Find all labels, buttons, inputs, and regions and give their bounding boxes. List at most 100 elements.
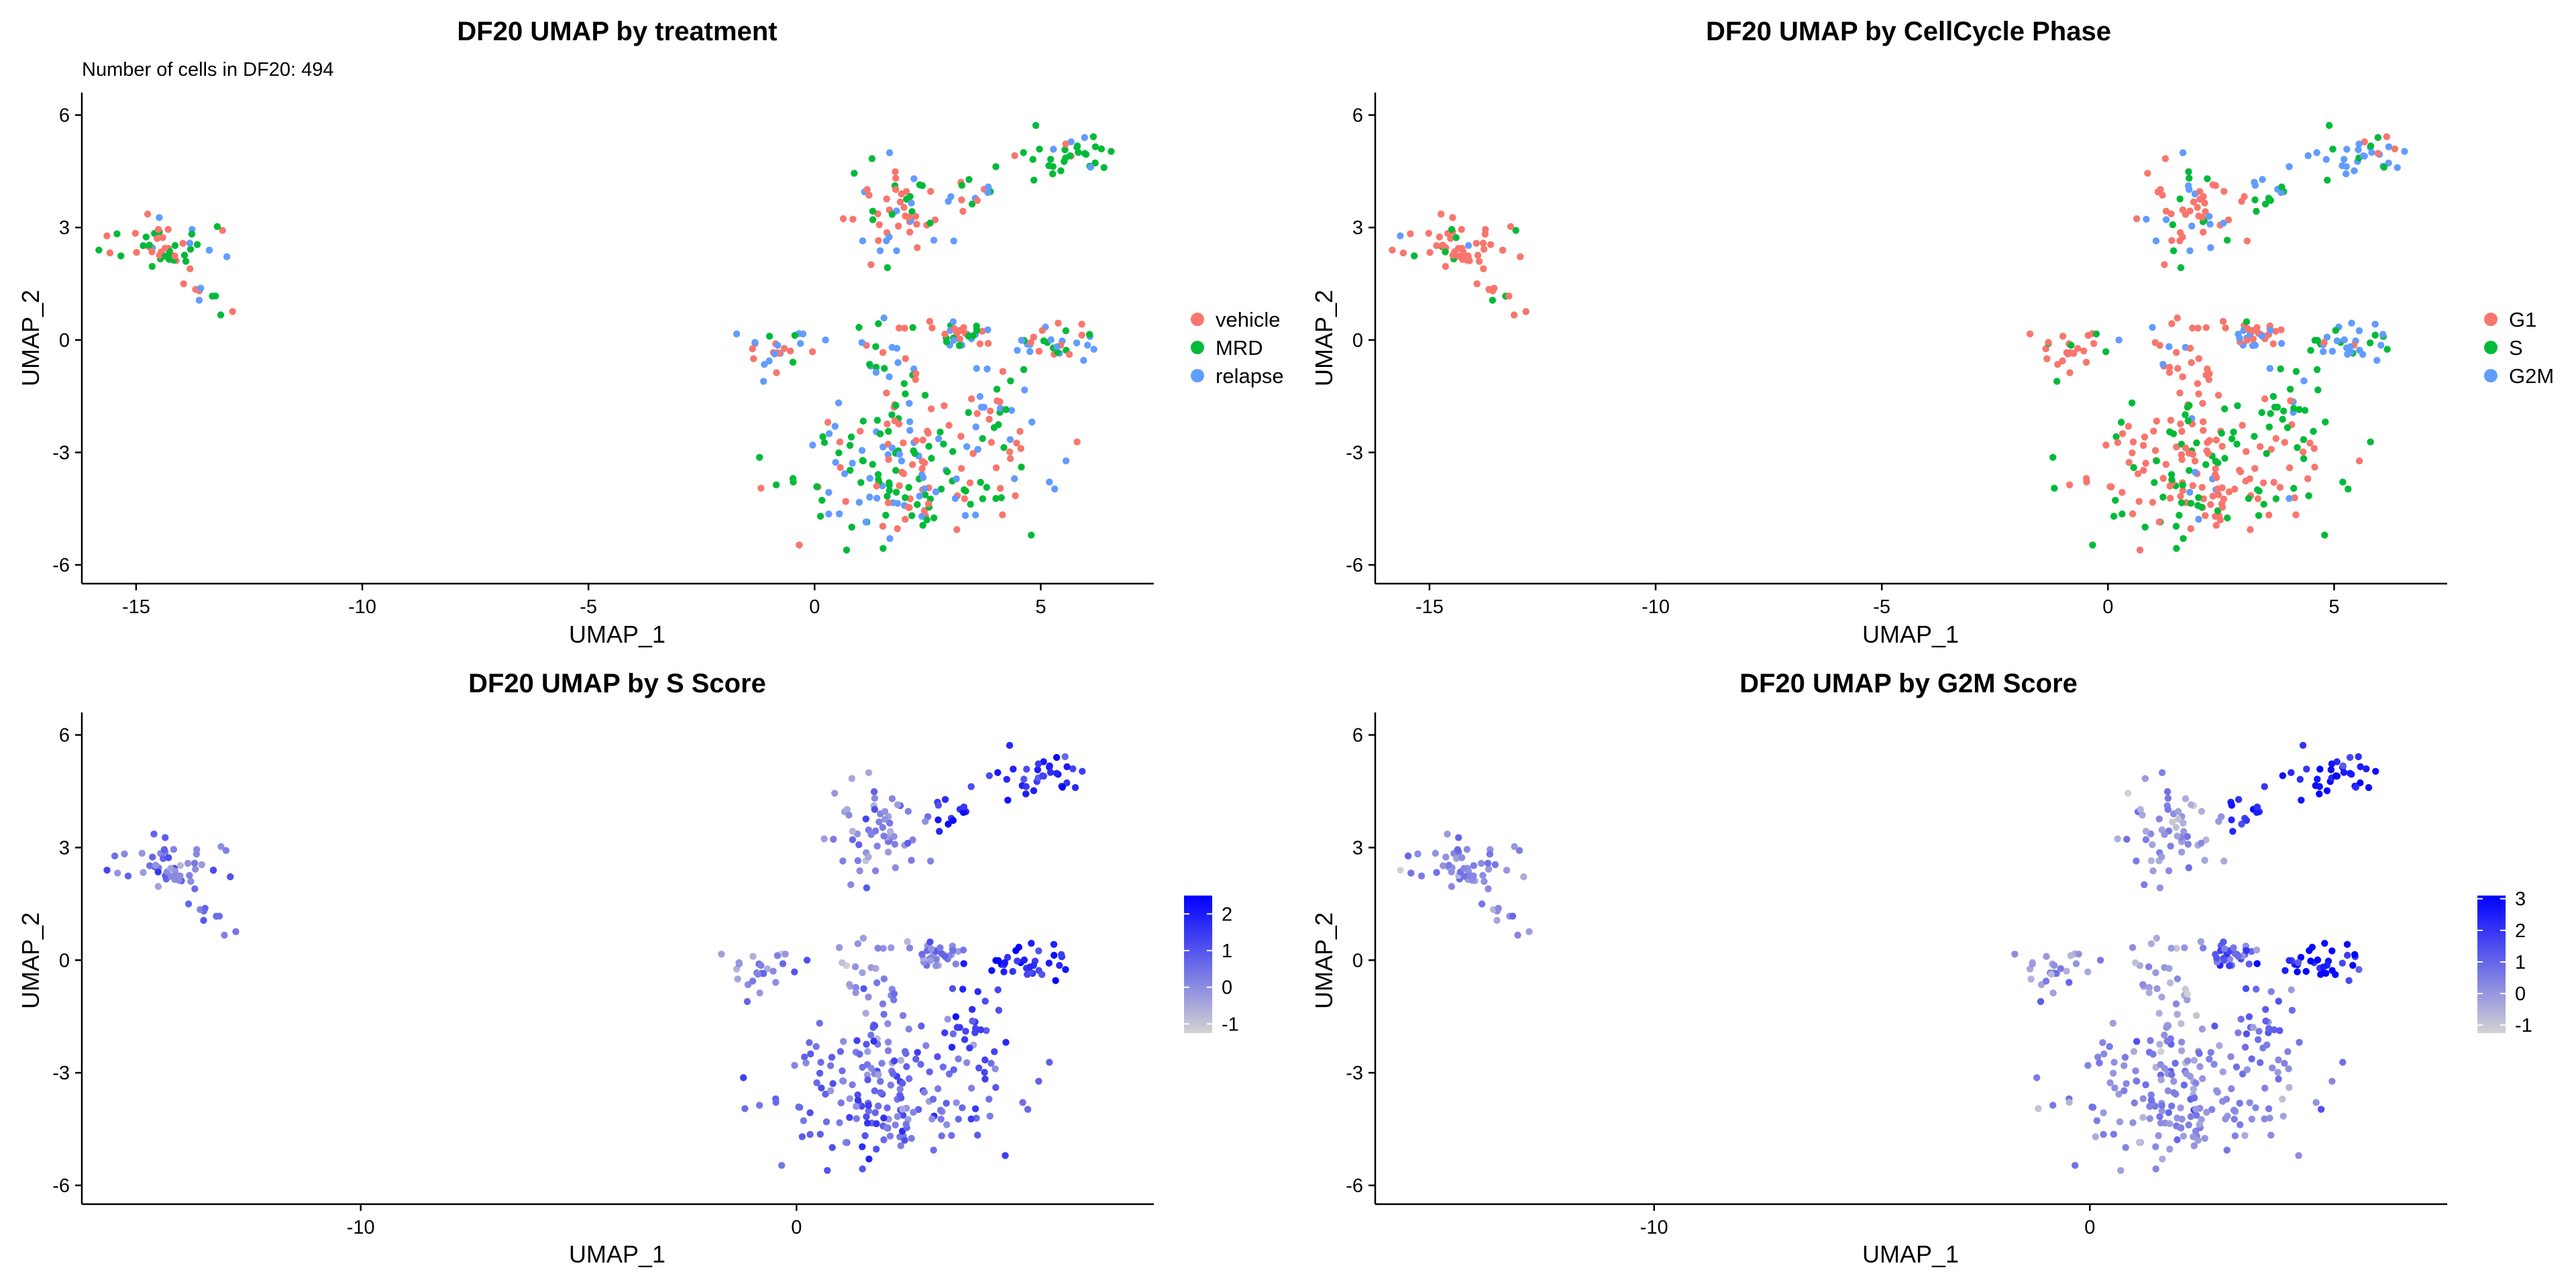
cell-point	[1004, 953, 1012, 961]
cell-point	[842, 1138, 850, 1146]
cell-point	[2332, 772, 2340, 780]
cell-point	[2096, 957, 2104, 964]
cell-point	[902, 1050, 910, 1057]
cell-point	[2343, 146, 2351, 153]
cell-point	[2359, 152, 2367, 160]
cell-point	[2121, 1087, 2128, 1095]
cell-point	[2185, 864, 2192, 871]
cell-point	[2209, 492, 2216, 500]
cell-point	[890, 1070, 897, 1077]
cell-point	[2279, 1095, 2286, 1103]
cell-point	[2139, 1114, 2147, 1122]
cell-point	[2094, 1053, 2102, 1061]
cell-point	[160, 855, 167, 863]
cell-point	[898, 458, 906, 465]
cell-point	[2037, 998, 2045, 1006]
cell-point	[2363, 765, 2370, 773]
cell-point	[2339, 959, 2346, 967]
legend-label-s: S	[2509, 336, 2523, 360]
scatter-points	[103, 741, 1086, 1175]
cell-point	[1026, 347, 1034, 356]
cell-point	[2290, 484, 2298, 492]
cell-point	[960, 960, 967, 967]
cell-point	[1035, 1077, 1042, 1085]
cell-point	[1432, 849, 1439, 857]
cell-point	[916, 181, 924, 189]
cell-point	[911, 449, 918, 458]
cell-point	[1038, 971, 1046, 979]
cell-point	[898, 468, 906, 476]
cell-point	[918, 951, 926, 958]
cell-point	[2180, 535, 2187, 542]
cell-point	[837, 464, 844, 472]
cell-point	[164, 225, 172, 233]
cell-point	[790, 478, 797, 486]
cell-point	[113, 230, 121, 237]
cell-point	[2241, 1132, 2249, 1139]
cell-point	[138, 849, 146, 857]
cell-point	[2109, 1020, 2116, 1027]
cell-point	[2100, 1050, 2108, 1058]
x-tick-label: -15	[122, 596, 150, 618]
cell-point	[191, 859, 199, 867]
cell-point	[791, 331, 799, 339]
cell-point	[859, 237, 867, 245]
cell-point	[1407, 869, 1415, 877]
colorbar-tick-label: 1	[2515, 952, 2526, 973]
cell-point	[2161, 1065, 2168, 1072]
cell-point	[2047, 971, 2055, 978]
cell-point	[1049, 163, 1057, 170]
cell-point	[2157, 186, 2164, 193]
cell-point	[977, 1026, 985, 1034]
cell-point	[150, 830, 158, 838]
cell-point	[985, 1095, 993, 1103]
cell-point	[2164, 794, 2172, 802]
cell-point	[2158, 769, 2166, 777]
cell-point	[2133, 1038, 2141, 1045]
cell-point	[847, 433, 855, 441]
cell-point	[2152, 1165, 2159, 1173]
cell-point	[778, 1162, 786, 1169]
cell-point	[2106, 483, 2114, 490]
cell-point	[952, 1013, 960, 1020]
cell-point	[2348, 319, 2355, 327]
cell-point	[2253, 960, 2261, 967]
cell-point	[787, 347, 794, 355]
cell-point	[2190, 1142, 2198, 1150]
cell-point	[2170, 1077, 2178, 1085]
cell-point	[2249, 1024, 2257, 1031]
cell-point	[1021, 386, 1028, 394]
cell-point	[219, 227, 226, 234]
cell-point	[756, 989, 763, 997]
cell-point	[2142, 827, 2150, 835]
cell-point	[917, 1061, 924, 1068]
cell-point	[910, 1108, 917, 1116]
cell-point	[912, 1055, 920, 1063]
cell-point	[1014, 957, 1021, 965]
cell-point	[1062, 457, 1070, 465]
cell-point	[2347, 343, 2354, 351]
cell-point	[2300, 455, 2308, 462]
cell-point	[2192, 468, 2199, 476]
cell-point	[1030, 176, 1038, 184]
cell-point	[959, 1104, 966, 1112]
cell-point	[966, 1044, 973, 1052]
cell-point	[862, 815, 870, 823]
cell-point	[836, 438, 844, 445]
cell-point	[2275, 1075, 2282, 1083]
cell-point	[2193, 439, 2200, 447]
cell-point	[114, 869, 121, 877]
cell-point	[186, 871, 193, 879]
cell-point	[2253, 324, 2261, 331]
cell-point	[1008, 407, 1016, 414]
cell-point	[872, 343, 879, 350]
cell-point	[1045, 959, 1053, 967]
cell-point	[875, 221, 883, 229]
cell-point	[2162, 216, 2170, 223]
cell-point	[2230, 1106, 2238, 1114]
cell-point	[2320, 963, 2327, 971]
cell-point	[782, 951, 789, 958]
cell-point	[2155, 1132, 2162, 1140]
cell-point	[2150, 427, 2157, 435]
